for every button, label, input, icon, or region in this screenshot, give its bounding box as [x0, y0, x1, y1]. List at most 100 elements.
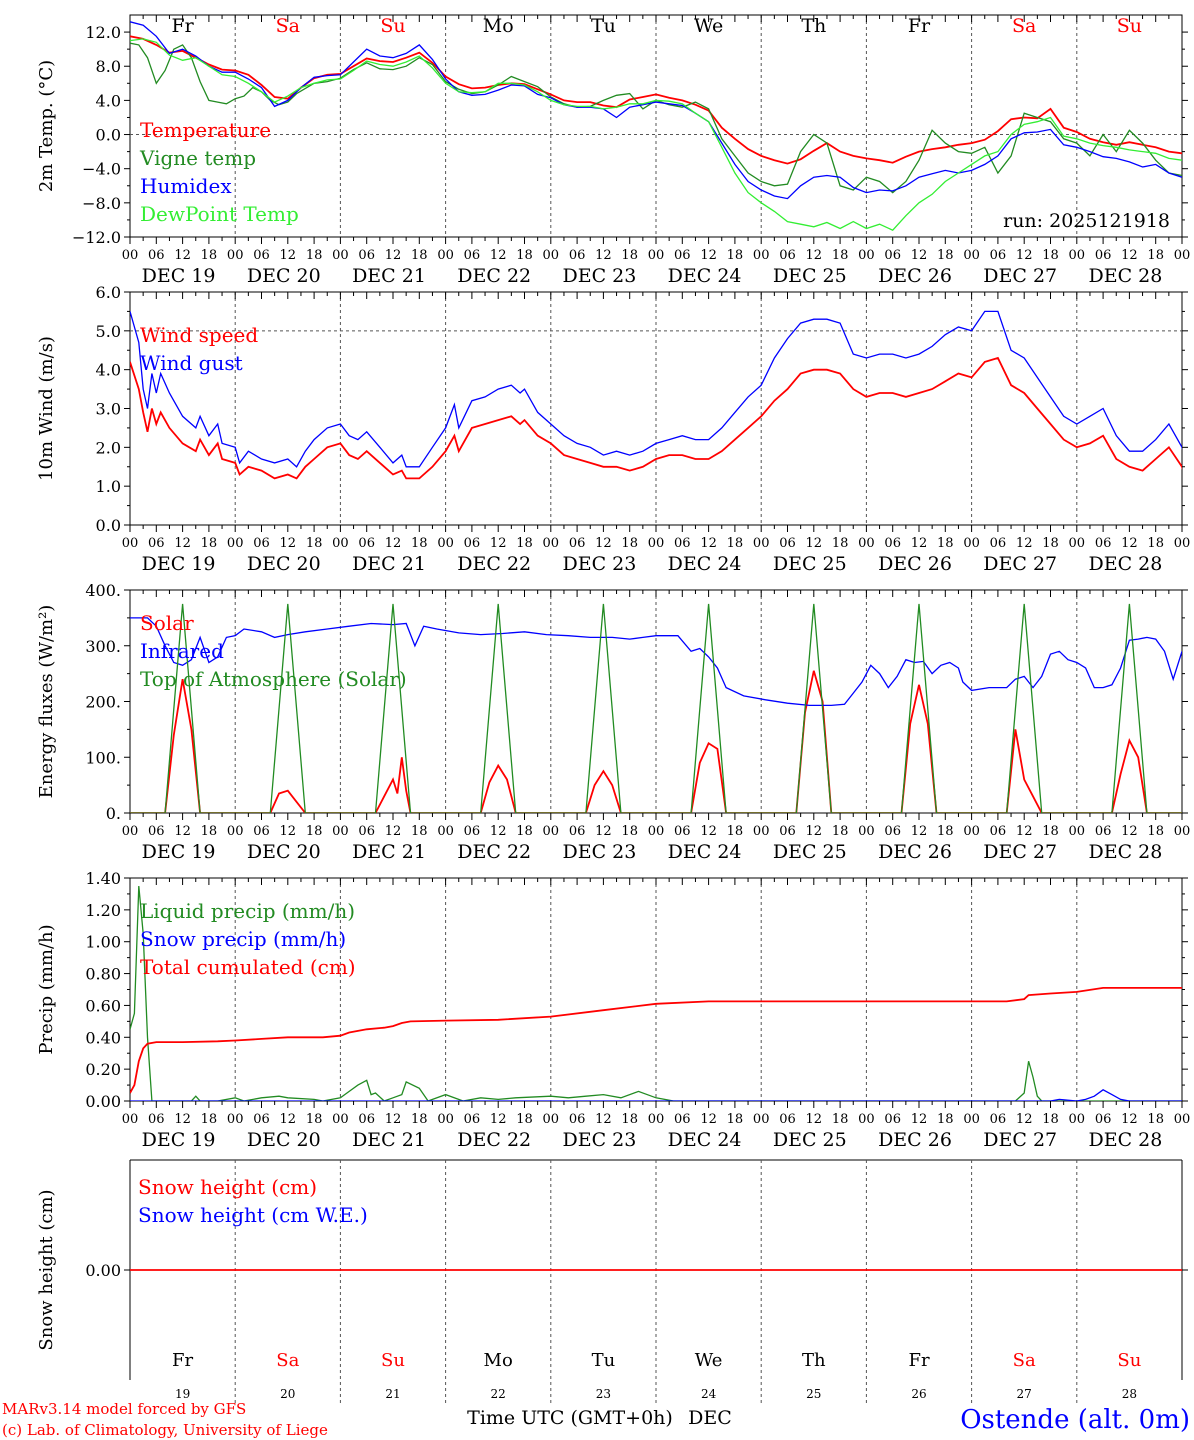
hour-tick-label: 06: [674, 536, 691, 551]
series-line-liquid-precip-mm-h-: [130, 885, 1182, 1101]
hour-tick-label: 18: [411, 1112, 428, 1127]
hour-tick-label: 12: [911, 1112, 928, 1127]
day-number-label: 23: [596, 1387, 611, 1401]
legend-label: Solar: [140, 611, 194, 635]
hour-tick-label: 06: [569, 248, 586, 263]
hour-tick-label: 18: [1042, 1112, 1059, 1127]
legend-label: Wind gust: [140, 351, 243, 375]
day-abbr-label: Th: [801, 15, 826, 37]
hour-tick-label: 12: [595, 536, 612, 551]
y-axis-title: 2m Temp. (°C): [36, 60, 57, 192]
hour-tick-label: 12: [595, 248, 612, 263]
day-number-label: 20: [280, 1387, 295, 1401]
day-date-label: DEC 21: [352, 265, 426, 287]
day-date-label: DEC 28: [1088, 1129, 1162, 1151]
hour-tick-label: 06: [148, 824, 165, 839]
day-date-label: DEC 26: [878, 1129, 952, 1151]
hour-tick-label: 12: [700, 536, 717, 551]
hour-tick-label: 18: [1147, 536, 1164, 551]
credit-line-1: MARv3.14 model forced by GFS: [2, 1400, 246, 1418]
hour-tick-label: 06: [779, 1112, 796, 1127]
hour-tick-label: 12: [1016, 248, 1033, 263]
day-abbr-label: We: [694, 15, 723, 37]
hour-tick-label: 06: [1095, 1112, 1112, 1127]
hour-tick-label: 00: [332, 536, 349, 551]
hour-tick-label: 06: [253, 824, 270, 839]
station-label: Ostende (alt. 0m): [960, 1405, 1190, 1435]
hour-tick-label: 00: [963, 248, 980, 263]
hour-tick-label: 06: [779, 824, 796, 839]
hour-tick-label: 12: [595, 824, 612, 839]
y-axis-title: Precip (mm/h): [36, 924, 57, 1054]
hour-tick-label: 18: [832, 536, 849, 551]
hour-tick-label: 18: [201, 1112, 218, 1127]
hour-tick-label: 00: [858, 824, 875, 839]
hour-tick-label: 18: [937, 536, 954, 551]
day-abbr-label: Tu: [591, 15, 616, 37]
hour-tick-label: 18: [201, 536, 218, 551]
hour-tick-label: 06: [884, 248, 901, 263]
day-abbr-label: Su: [380, 15, 405, 37]
hour-tick-label: 00: [753, 536, 770, 551]
series-line-wind-speed: [130, 356, 1182, 480]
hour-tick-label: 00: [543, 824, 560, 839]
day-date-label: DEC 21: [352, 553, 426, 575]
hour-tick-label: 12: [385, 824, 402, 839]
hour-tick-label: 18: [516, 536, 533, 551]
hour-tick-label: 18: [937, 824, 954, 839]
hour-tick-label: 18: [832, 824, 849, 839]
hour-tick-label: 00: [437, 248, 454, 263]
hour-tick-label: 06: [779, 248, 796, 263]
hour-tick-label: 06: [884, 1112, 901, 1127]
hour-tick-label: 12: [385, 248, 402, 263]
hour-tick-label: 00: [1069, 1112, 1086, 1127]
day-date-label: DEC 21: [352, 841, 426, 863]
hour-tick-label: 06: [148, 1112, 165, 1127]
hour-tick-label: 18: [937, 248, 954, 263]
day-date-label: DEC 25: [773, 841, 847, 863]
hour-tick-label: 12: [385, 1112, 402, 1127]
hour-tick-label: 12: [806, 536, 823, 551]
hour-tick-label: 12: [1121, 248, 1138, 263]
hour-tick-label: 00: [963, 1112, 980, 1127]
hour-tick-label: 00: [1174, 248, 1191, 263]
hour-tick-label: 06: [358, 248, 375, 263]
hour-tick-label: 12: [1016, 536, 1033, 551]
hour-tick-label: 06: [779, 536, 796, 551]
hour-tick-label: 18: [727, 248, 744, 263]
hour-tick-label: 12: [280, 824, 297, 839]
legend-label: Temperature: [140, 118, 271, 142]
y-tick-label: 0.40: [85, 1028, 121, 1047]
y-tick-label: 2.0: [96, 438, 121, 457]
day-abbr-label: Su: [1117, 15, 1142, 37]
hour-tick-label: 12: [700, 248, 717, 263]
hour-tick-label: 12: [700, 824, 717, 839]
hour-tick-label: 00: [648, 824, 665, 839]
hour-tick-label: 18: [306, 248, 323, 263]
day-abbr-label: Fr: [908, 15, 931, 37]
hour-tick-label: 00: [122, 824, 139, 839]
hour-tick-label: 00: [1069, 536, 1086, 551]
day-date-label: DEC 27: [983, 553, 1057, 575]
y-tick-label: 8.0: [96, 57, 121, 76]
legend-label: Wind speed: [140, 323, 258, 347]
hour-tick-label: 06: [148, 248, 165, 263]
day-date-label: DEC 27: [983, 1129, 1057, 1151]
day-date-label: DEC 22: [457, 841, 531, 863]
series-line-total-cumulated-cm-: [130, 987, 1182, 1094]
hour-tick-label: 00: [543, 248, 560, 263]
day-date-label: DEC 24: [668, 1129, 742, 1151]
hour-tick-label: 06: [990, 1112, 1007, 1127]
day-date-label: DEC 22: [457, 265, 531, 287]
y-tick-label: −4.0: [82, 160, 121, 179]
hour-tick-label: 06: [569, 536, 586, 551]
day-number-label: 28: [1122, 1387, 1137, 1401]
hour-tick-label: 18: [1042, 248, 1059, 263]
legend-label: Snow height (cm): [138, 1175, 317, 1199]
hour-tick-label: 06: [990, 824, 1007, 839]
y-tick-label: 0.00: [85, 1092, 121, 1111]
y-tick-label: 3.0: [96, 400, 121, 419]
day-date-label: DEC 20: [247, 553, 321, 575]
hour-tick-label: 18: [306, 536, 323, 551]
